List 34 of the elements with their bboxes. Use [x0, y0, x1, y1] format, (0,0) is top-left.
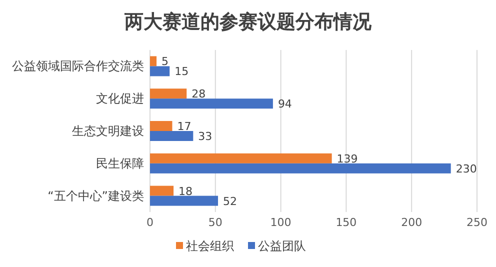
data-label: 52	[223, 194, 238, 208]
x-tick-label: 50	[208, 216, 222, 229]
chart-title: 两大赛道的参赛议题分布情况	[124, 11, 372, 33]
data-label: 94	[278, 98, 292, 111]
legend-label: 社会组织	[186, 239, 234, 253]
bar	[150, 163, 451, 174]
data-label: 28	[192, 88, 206, 101]
data-label: 15	[174, 65, 189, 78]
x-tick-label: 100	[270, 216, 292, 229]
data-label: 230	[456, 162, 477, 176]
x-tick-label: 0	[146, 216, 154, 229]
bar	[150, 88, 187, 99]
bar	[150, 153, 332, 164]
bar	[150, 66, 170, 76]
data-label: 5	[162, 55, 169, 68]
x-tick-label: 150	[336, 216, 357, 229]
data-label: 17	[177, 120, 192, 133]
x-tick-label: 250	[466, 216, 488, 229]
y-tick-label: 公益领域国际合作交流类	[12, 59, 144, 74]
data-label: 139	[336, 152, 358, 166]
y-tick-label: 文化促进	[96, 92, 144, 106]
bar	[150, 186, 174, 196]
y-tick-label: 生态文明建设	[72, 124, 144, 138]
bar	[150, 98, 273, 109]
bar	[150, 196, 218, 206]
bar	[150, 121, 172, 131]
y-tick-label: “五个中心”建设类	[48, 188, 144, 203]
data-label: 18	[178, 184, 193, 198]
bar	[150, 131, 194, 141]
legend-label: 公益团队	[258, 239, 306, 253]
y-tick-label: 民生保障	[96, 156, 144, 170]
data-label: 33	[198, 130, 212, 143]
bar	[150, 56, 157, 66]
x-tick-label: 200	[401, 216, 422, 229]
